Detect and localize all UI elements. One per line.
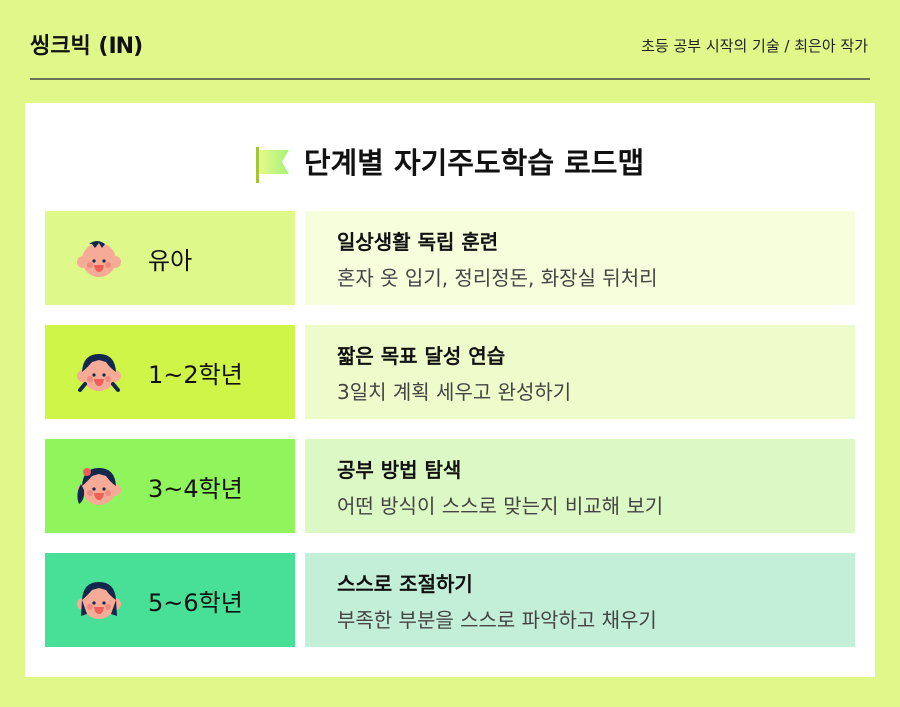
stage-name: 유아 [148, 247, 193, 275]
stage-detail: 혼자 옷 입기, 정리정돈, 화장실 뒤처리 [337, 266, 658, 290]
brand-logo: 씽크빅 (IN) [30, 34, 144, 59]
divider [30, 78, 870, 80]
flag-icon [255, 147, 289, 183]
stage-heading: 짧은 목표 달성 연습 [337, 344, 506, 368]
page-title: 단계별 자기주도학습 로드맵 [25, 140, 875, 183]
stage-row: 1~2학년 짧은 목표 달성 연습 3일치 계획 세우고 완성하기 [45, 325, 855, 419]
child-pigtails-face-icon [77, 354, 121, 392]
brand-badge: IN [108, 34, 134, 59]
stage-name: 5~6학년 [148, 589, 243, 617]
stage-description: 짧은 목표 달성 연습 3일치 계획 세우고 완성하기 [305, 325, 855, 419]
stage-detail: 어떤 방식이 스스로 맞는지 비교해 보기 [337, 494, 664, 518]
credit: 초등 공부 시작의 기술 / 최은아 작가 [641, 37, 868, 55]
stage-label: 1~2학년 [45, 325, 295, 419]
brand-name: 씽크빅 [30, 34, 91, 59]
child-ponytail-face-icon [77, 468, 121, 505]
child-bob-face-icon [77, 582, 121, 619]
stage-heading: 스스로 조절하기 [337, 572, 473, 596]
baby-face-icon [77, 241, 121, 277]
stage-heading: 공부 방법 탐색 [337, 458, 462, 482]
stage-label: 5~6학년 [45, 553, 295, 647]
stage-label: 유아 [45, 211, 295, 305]
stage-label: 3~4학년 [45, 439, 295, 533]
stage-detail: 부족한 부분을 스스로 파악하고 채우기 [337, 608, 657, 632]
stage-detail: 3일치 계획 세우고 완성하기 [337, 380, 572, 404]
stage-name: 3~4학년 [148, 475, 243, 503]
stage-heading: 일상생활 독립 훈련 [337, 230, 499, 254]
stage-name: 1~2학년 [148, 361, 243, 389]
title-text: 단계별 자기주도학습 로드맵 [303, 146, 645, 180]
